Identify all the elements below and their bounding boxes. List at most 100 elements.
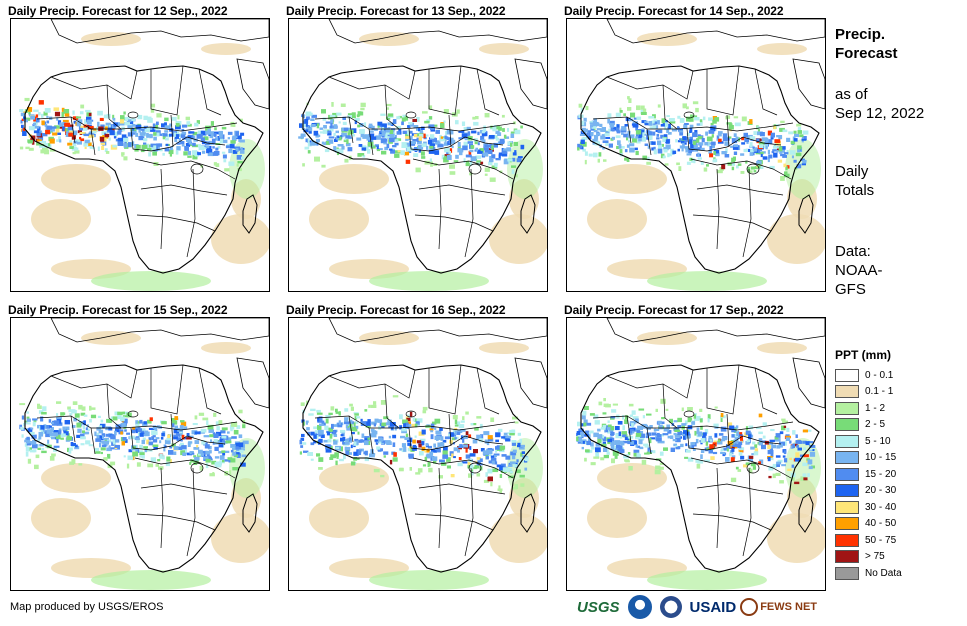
rain-cell	[365, 421, 371, 426]
rain-cell	[403, 446, 407, 452]
rain-cell	[319, 127, 324, 130]
rain-cell	[367, 437, 371, 440]
rain-cell	[386, 143, 390, 149]
rain-cell	[323, 439, 330, 443]
rain-cell	[328, 136, 335, 139]
rain-cell	[232, 451, 237, 456]
rain-cell	[155, 464, 159, 467]
rain-cell	[76, 422, 82, 428]
country-border	[136, 214, 216, 232]
rain-cell	[50, 427, 54, 431]
rain-cell	[215, 137, 219, 141]
rain-cell	[469, 446, 472, 450]
rain-cell	[156, 143, 161, 147]
rain-cell	[198, 449, 203, 454]
rain-cell	[647, 447, 651, 452]
dry-area	[597, 463, 667, 493]
rain-cell	[315, 138, 320, 143]
rain-cell	[383, 416, 389, 420]
light-rain-area	[229, 139, 265, 199]
rain-cell	[300, 445, 304, 448]
rain-cell	[808, 466, 813, 470]
rain-cell	[482, 450, 489, 455]
rain-cell	[33, 130, 40, 134]
rain-cell	[115, 428, 120, 433]
rain-cell	[140, 149, 145, 153]
africa-map-svg	[567, 318, 825, 590]
country-border	[464, 467, 474, 557]
rain-cell	[349, 403, 353, 407]
rain-cell	[158, 143, 163, 147]
totals-line1: Daily	[835, 163, 869, 180]
rain-cell	[150, 108, 155, 113]
rain-cell	[42, 429, 46, 432]
country-border	[626, 116, 632, 144]
rain-cell	[666, 115, 670, 118]
rain-cell	[583, 419, 588, 424]
rain-cell	[785, 437, 791, 441]
rain-cell	[171, 116, 177, 121]
rain-cell	[691, 421, 696, 425]
rain-cell	[640, 105, 645, 110]
usgs-logo: USGS	[577, 598, 620, 616]
rain-cell	[307, 150, 311, 154]
rain-cell	[370, 449, 374, 454]
rain-cell	[507, 141, 513, 146]
rain-cell	[666, 129, 670, 134]
rain-cell	[434, 435, 441, 440]
arabia-outline	[792, 357, 825, 409]
rain-cell	[71, 410, 77, 414]
rain-cell	[46, 429, 52, 434]
rain-cell	[669, 418, 673, 423]
rain-cell	[174, 137, 178, 142]
rain-cell	[151, 436, 155, 441]
rain-cell	[680, 139, 685, 144]
rain-cell	[455, 120, 459, 125]
rain-cell	[679, 118, 685, 123]
rain-cell	[803, 447, 806, 450]
rain-cell	[192, 131, 198, 136]
rain-cell	[610, 426, 615, 431]
rain-cell	[687, 457, 694, 462]
rain-cell	[509, 429, 513, 435]
rain-cell	[496, 464, 502, 468]
rain-cell	[93, 128, 97, 131]
rain-cell	[594, 134, 599, 140]
rain-cell	[673, 443, 677, 447]
rain-cell	[212, 146, 215, 149]
rain-cell	[196, 120, 200, 125]
rain-cell	[353, 441, 359, 446]
rain-cell	[83, 414, 88, 417]
rain-cell	[703, 167, 708, 172]
rain-cell	[26, 416, 30, 419]
rain-cell	[72, 110, 75, 115]
rain-cell	[187, 137, 192, 143]
rain-cell	[790, 445, 794, 449]
rain-cell	[156, 113, 162, 118]
rain-cell	[750, 166, 755, 170]
rain-cell	[640, 129, 645, 135]
rain-cell	[685, 433, 691, 439]
rain-cell	[313, 434, 317, 439]
dry-area	[587, 199, 647, 239]
rain-cell	[480, 135, 485, 141]
rain-cell	[175, 125, 181, 130]
rain-cell	[164, 148, 170, 152]
rain-cell	[100, 419, 104, 423]
country-border	[414, 214, 494, 232]
rain-cell	[404, 437, 410, 440]
rain-cell	[761, 444, 766, 450]
rain-cell	[401, 443, 406, 448]
rain-cell	[406, 146, 413, 152]
rain-cell	[585, 106, 589, 111]
rain-cell	[49, 138, 55, 144]
rain-cell	[117, 141, 124, 146]
rain-cell	[493, 461, 498, 465]
rain-cell	[74, 150, 80, 154]
rain-cell	[371, 125, 375, 130]
rain-cell	[584, 159, 587, 165]
rain-cell	[727, 162, 732, 166]
rain-cell	[583, 422, 587, 427]
country-border	[412, 457, 514, 479]
rain-cell	[668, 153, 672, 157]
